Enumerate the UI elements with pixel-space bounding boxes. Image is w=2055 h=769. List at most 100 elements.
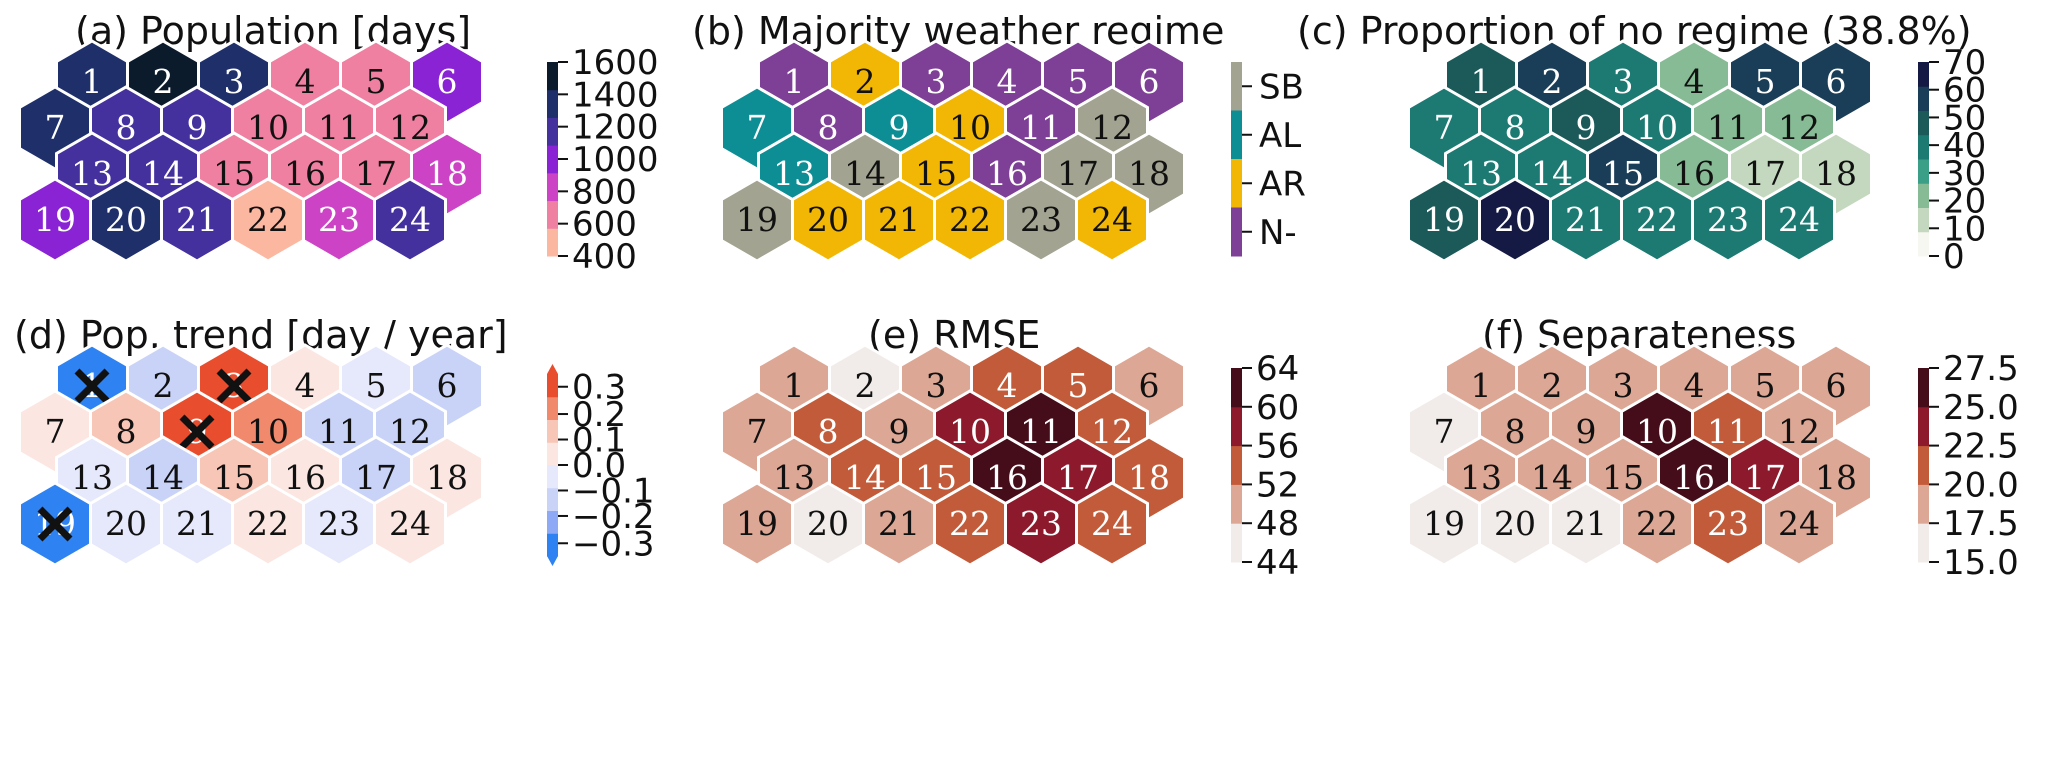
- hex-label: 12: [389, 412, 431, 451]
- hex-label: 16: [1673, 458, 1715, 497]
- hex-label: 22: [247, 504, 289, 543]
- hex-label: 2: [1542, 366, 1563, 405]
- hex-label: 8: [1505, 108, 1526, 147]
- colorbar-tick-label: 50: [1943, 98, 1986, 138]
- hex-label: 5: [1068, 366, 1089, 405]
- colorbar-tick-label: 25.0: [1943, 388, 2019, 428]
- colorbar-tick-label: 70: [1943, 43, 1986, 83]
- colorbar-tick-label: 52: [1256, 465, 1299, 505]
- hex-label: 3: [1613, 62, 1634, 101]
- hex-label: 2: [153, 62, 174, 101]
- colorbar-tick-label: 44: [1256, 543, 1299, 583]
- colorbar-tick-label: 27.5: [1943, 349, 2019, 389]
- hex-label: 5: [1755, 62, 1776, 101]
- hex-label: 14: [844, 458, 886, 497]
- hex-label: 14: [142, 154, 184, 193]
- hex-label: 8: [1505, 412, 1526, 451]
- hex-label: 19: [736, 504, 778, 543]
- colorbar-segment: [1231, 484, 1242, 524]
- hex-label: 23: [1020, 504, 1062, 543]
- colorbar-tick-label: 0.3: [572, 368, 626, 408]
- hex-label: 7: [45, 412, 66, 451]
- hex-label: 15: [1602, 154, 1644, 193]
- colorbar-extend-arrow: [547, 556, 558, 566]
- hex-label: 17: [1744, 154, 1786, 193]
- hex-label: 1: [1471, 62, 1492, 101]
- hex-label: 5: [1755, 366, 1776, 405]
- colorbar-tick-label: −0.3: [572, 524, 655, 564]
- colorbar-tick-label: −0.1: [572, 471, 655, 511]
- hex-label: 16: [284, 458, 326, 497]
- hex-label: 1: [1471, 366, 1492, 405]
- hex-label: 18: [1815, 458, 1857, 497]
- colorbar-tick-label: −0.2: [572, 497, 655, 537]
- hex-label: 7: [747, 412, 768, 451]
- hex-label: 18: [1128, 458, 1170, 497]
- hex-label: 13: [773, 154, 815, 193]
- hex-label: 19: [1423, 200, 1465, 239]
- hex-label: 12: [389, 108, 431, 147]
- colorbar-segment: [1918, 231, 1929, 257]
- colorbar-segment: [1918, 110, 1929, 136]
- hex-label: 20: [807, 504, 849, 543]
- hex-label: 21: [878, 200, 920, 239]
- hex-label: 13: [71, 154, 113, 193]
- colorbar-segment: [547, 89, 558, 118]
- hex-label: 9: [889, 412, 910, 451]
- hex-label: 24: [1091, 504, 1133, 543]
- colorbar-segment: [1918, 445, 1929, 485]
- colorbar-segment: [1918, 159, 1929, 184]
- hex-label: 17: [1744, 458, 1786, 497]
- hex-label: 13: [1460, 154, 1502, 193]
- hex-label: 1: [82, 62, 103, 101]
- hex-label: 2: [855, 62, 876, 101]
- hex-label: 17: [1057, 154, 1099, 193]
- colorbar-segment: [547, 374, 558, 398]
- colorbar-segment: [1918, 207, 1929, 233]
- hex-label: 10: [247, 412, 289, 451]
- hex-cell: [1762, 177, 1836, 263]
- colorbar-tick-label: 0.0: [572, 446, 626, 486]
- hex-cell: [1762, 481, 1836, 567]
- colorbar-segment: [1918, 183, 1929, 208]
- hex-label: 16: [986, 458, 1028, 497]
- hex-label: 17: [355, 458, 397, 497]
- hex-label: 24: [1778, 200, 1820, 239]
- hex-cell: [1075, 177, 1149, 263]
- hex-label: 8: [818, 412, 839, 451]
- hex-label: 24: [389, 200, 431, 239]
- hex-label: 7: [45, 108, 66, 147]
- hex-label: 20: [1494, 504, 1536, 543]
- hex-label: 9: [1576, 412, 1597, 451]
- hex-label: 4: [1684, 366, 1705, 405]
- significance-cross-icon: [216, 368, 252, 404]
- hex-label: 17: [1057, 458, 1099, 497]
- hex-label: 5: [366, 366, 387, 405]
- hex-label: 15: [915, 458, 957, 497]
- hex-label: 14: [1531, 154, 1573, 193]
- hex-label: 3: [926, 62, 947, 101]
- hex-label: 14: [1531, 458, 1573, 497]
- legend-label: AL: [1259, 116, 1301, 156]
- colorbar-segment: [1918, 86, 1929, 111]
- colorbar-segment: [547, 228, 558, 257]
- colorbar-tick-label: 0.2: [572, 395, 626, 435]
- hex-label: 6: [1139, 62, 1160, 101]
- significance-cross-icon: [74, 368, 110, 404]
- hex-label: 21: [1565, 200, 1607, 239]
- legend-label: N-: [1259, 213, 1297, 253]
- hex-label: 24: [1091, 200, 1133, 239]
- colorbar-tick-label: 17.5: [1943, 504, 2019, 544]
- hex-label: 21: [176, 504, 218, 543]
- hex-label: 5: [1068, 62, 1089, 101]
- panel-3: (c) Proportion of no regime (38.8%)1 2 3 4 5…: [1297, 9, 1986, 277]
- colorbar-tick-label: 800: [572, 172, 637, 212]
- colorbar-tick-label: 1400: [572, 75, 659, 115]
- hex-label: 20: [105, 504, 147, 543]
- hex-label: 15: [213, 154, 255, 193]
- colorbar-tick-label: 48: [1256, 504, 1299, 544]
- colorbar-segment: [1918, 484, 1929, 524]
- hex-cell: [373, 481, 447, 567]
